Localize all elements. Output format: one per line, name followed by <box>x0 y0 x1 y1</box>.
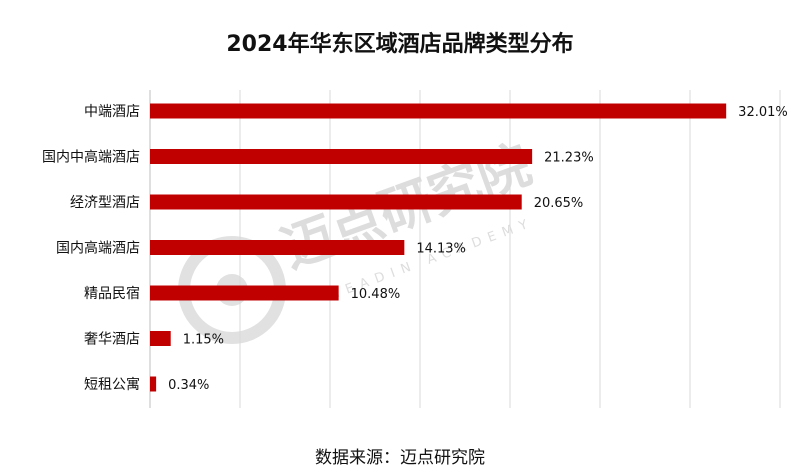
bar <box>150 240 405 255</box>
data-label: 0.34% <box>168 378 209 393</box>
category-label: 国内高端酒店 <box>56 240 140 257</box>
category-label: 中端酒店 <box>84 104 140 120</box>
data-label: 20.65% <box>534 196 584 211</box>
bar <box>150 331 171 346</box>
category-label: 国内中高端酒店 <box>42 149 140 166</box>
bar <box>150 285 339 301</box>
data-label: 32.01% <box>738 105 788 120</box>
data-label: 14.13% <box>416 242 466 257</box>
watermark: 迈点研究院 MEADIN ACADEMY <box>178 135 539 344</box>
value-labels: 32.01% 21.23% 20.65% 14.13% 10.48% 1.15% 0.34% <box>168 105 788 393</box>
source-note: 数据来源：迈点研究院 <box>315 448 485 468</box>
data-label: 10.48% <box>351 287 401 302</box>
category-label: 短租公寓 <box>84 376 140 393</box>
bar <box>150 103 727 119</box>
bar <box>150 194 522 210</box>
data-label: 1.15% <box>183 333 224 348</box>
data-label: 21.23% <box>544 151 594 166</box>
category-label: 奢华酒店 <box>84 332 140 348</box>
bars <box>150 103 727 392</box>
bar <box>150 149 533 164</box>
category-label: 经济型酒店 <box>70 195 140 211</box>
category-label: 精品民宿 <box>84 285 140 302</box>
chart-title: 2024年华东区域酒店品牌类型分布 <box>226 32 574 57</box>
bar <box>150 376 157 392</box>
